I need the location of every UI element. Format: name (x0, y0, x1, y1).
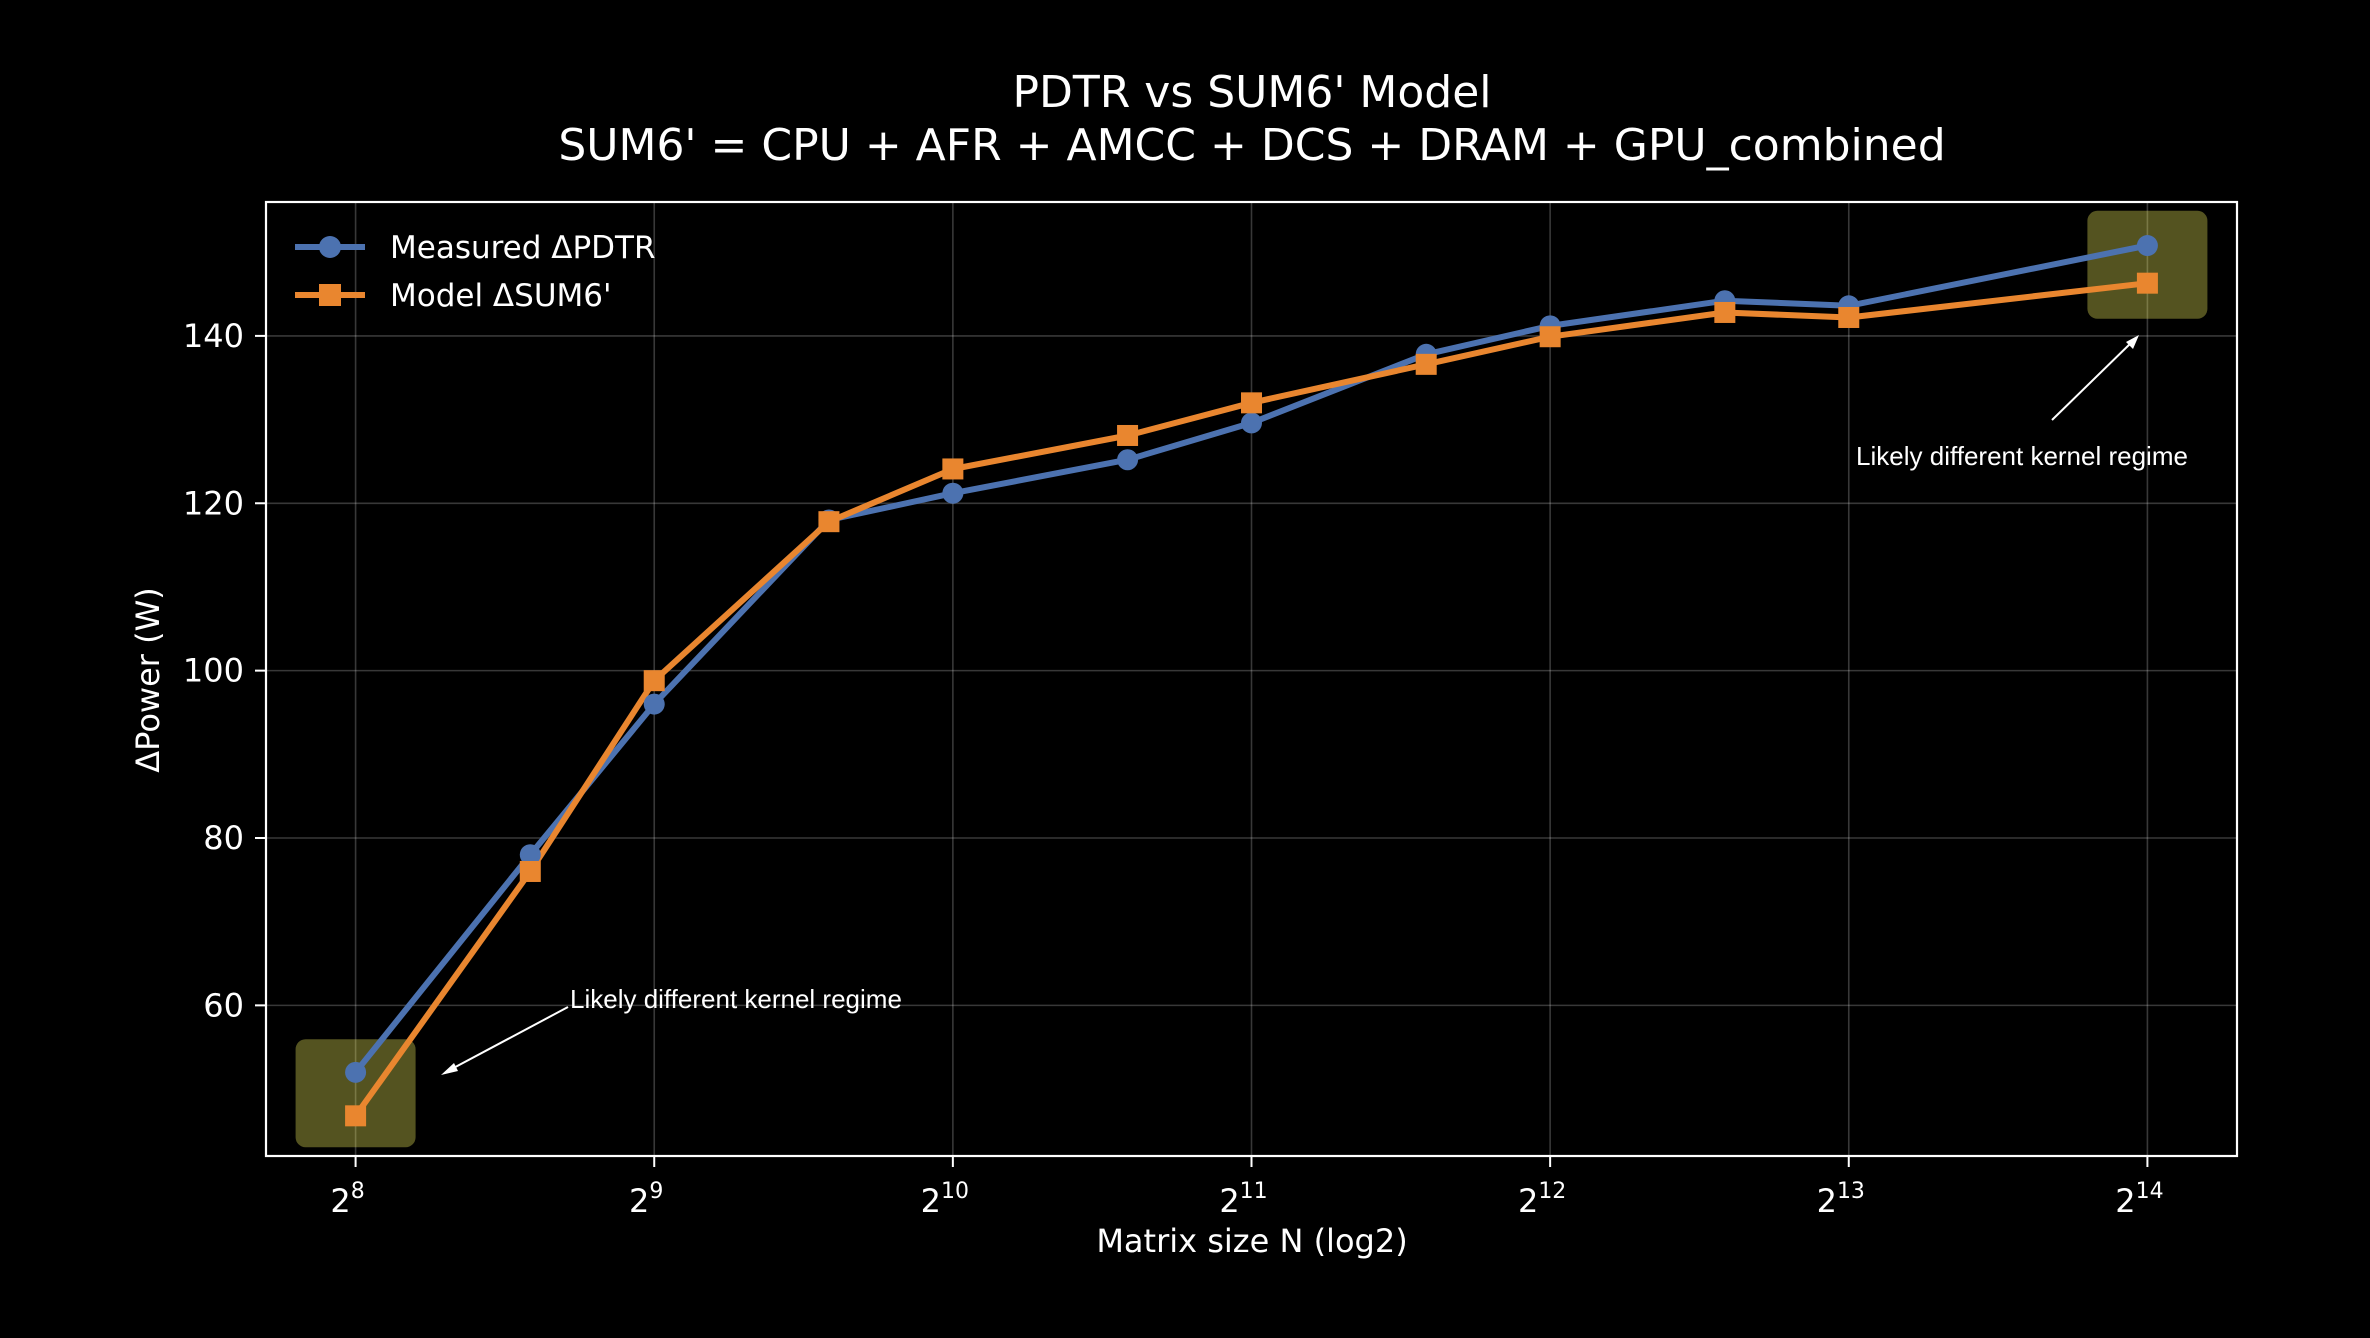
annotation-arrow-line-left (445, 1006, 569, 1073)
data-point-model (1117, 424, 1139, 446)
legend-label-model: Model ΔSUM6' (390, 278, 612, 314)
chart-title-line-1: PDTR vs SUM6' Model (1012, 67, 1491, 118)
y-tick-label: 140 (183, 317, 244, 355)
data-point-measured (942, 482, 964, 504)
data-point-model (1539, 326, 1561, 348)
y-tick-label: 60 (203, 986, 244, 1024)
x-tick-label: 29 (629, 1179, 663, 1220)
legend-marker-model (319, 284, 341, 306)
legend-marker-measured (319, 236, 341, 258)
data-point-measured (519, 844, 541, 866)
highlight-box-1 (2087, 210, 2208, 319)
y-tick-label: 120 (183, 484, 244, 522)
y-axis-label: ΔPower (W) (129, 587, 167, 772)
annotation-text-left: Likely different kernel regime (570, 984, 902, 1014)
highlight-box-0 (295, 1039, 416, 1148)
data-point-model (1415, 353, 1437, 375)
data-point-model (345, 1105, 367, 1127)
annotation-arrow-head-right (2126, 335, 2139, 349)
data-point-measured (345, 1061, 367, 1083)
data-point-measured (2136, 235, 2158, 257)
data-point-model (1838, 306, 1860, 328)
data-point-model (942, 458, 964, 480)
series-layer (345, 235, 2158, 1127)
x-tick-label: 214 (2115, 1179, 2163, 1220)
x-tick-label: 211 (1219, 1179, 1267, 1220)
x-tick-label: 213 (1817, 1179, 1865, 1220)
y-tick-label: 100 (183, 652, 244, 690)
x-axis-label: Matrix size N (log2) (1096, 1222, 1407, 1260)
annotation-text-right: Likely different kernel regime (1856, 441, 2188, 471)
x-tick-label: 210 (921, 1179, 969, 1220)
chart-title-line-2: SUM6' = CPU + AFR + AMCC + DCS + DRAM + … (558, 120, 1945, 171)
data-point-model (818, 511, 840, 533)
annotation-arrow-head-left (441, 1063, 458, 1075)
data-point-measured (1241, 412, 1262, 434)
data-point-model (1714, 301, 1736, 323)
grid-layer (266, 202, 2237, 1156)
legend-label-measured: Measured ΔPDTR (390, 230, 656, 266)
data-point-measured (1117, 449, 1139, 471)
data-point-model (1241, 392, 1262, 414)
ticks-layer: 28 29 210 211 212 213 214 60 80 100 120 140 (183, 317, 2164, 1220)
legend: Measured ΔPDTR Model ΔSUM6' (295, 230, 656, 314)
highlight-layer (295, 210, 2208, 1148)
annotation-layer: Likely different kernel regime Likely di… (441, 335, 2188, 1075)
data-point-measured (643, 693, 665, 715)
data-point-model (519, 860, 541, 882)
series-line-measured (353, 242, 2148, 1075)
data-point-model (643, 670, 665, 692)
series-line-model (353, 280, 2148, 1118)
annotation-arrow-line-right (2051, 339, 2135, 421)
x-tick-label: 28 (330, 1179, 364, 1220)
x-tick-label: 212 (1518, 1179, 1566, 1220)
y-tick-label: 80 (203, 819, 244, 857)
data-point-model (2136, 272, 2158, 294)
